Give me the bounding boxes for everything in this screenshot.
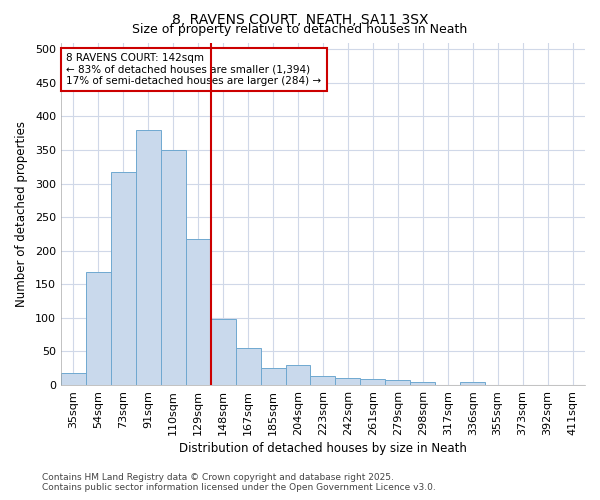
- Bar: [310, 376, 335, 385]
- Text: 8 RAVENS COURT: 142sqm
← 83% of detached houses are smaller (1,394)
17% of semi-: 8 RAVENS COURT: 142sqm ← 83% of detached…: [66, 53, 321, 86]
- X-axis label: Distribution of detached houses by size in Neath: Distribution of detached houses by size …: [179, 442, 467, 455]
- Text: 8, RAVENS COURT, NEATH, SA11 3SX: 8, RAVENS COURT, NEATH, SA11 3SX: [172, 12, 428, 26]
- Bar: [385, 380, 410, 385]
- Bar: [161, 150, 186, 385]
- Bar: [410, 382, 435, 385]
- Bar: [335, 378, 361, 385]
- Bar: [361, 379, 385, 385]
- Bar: [286, 365, 310, 385]
- Bar: [186, 238, 211, 385]
- Bar: [136, 130, 161, 385]
- Bar: [86, 272, 111, 385]
- Bar: [460, 382, 485, 385]
- Bar: [236, 348, 260, 385]
- Bar: [211, 318, 236, 385]
- Text: Size of property relative to detached houses in Neath: Size of property relative to detached ho…: [133, 24, 467, 36]
- Bar: [111, 172, 136, 385]
- Bar: [260, 368, 286, 385]
- Bar: [61, 373, 86, 385]
- Text: Contains HM Land Registry data © Crown copyright and database right 2025.
Contai: Contains HM Land Registry data © Crown c…: [42, 473, 436, 492]
- Y-axis label: Number of detached properties: Number of detached properties: [15, 121, 28, 307]
